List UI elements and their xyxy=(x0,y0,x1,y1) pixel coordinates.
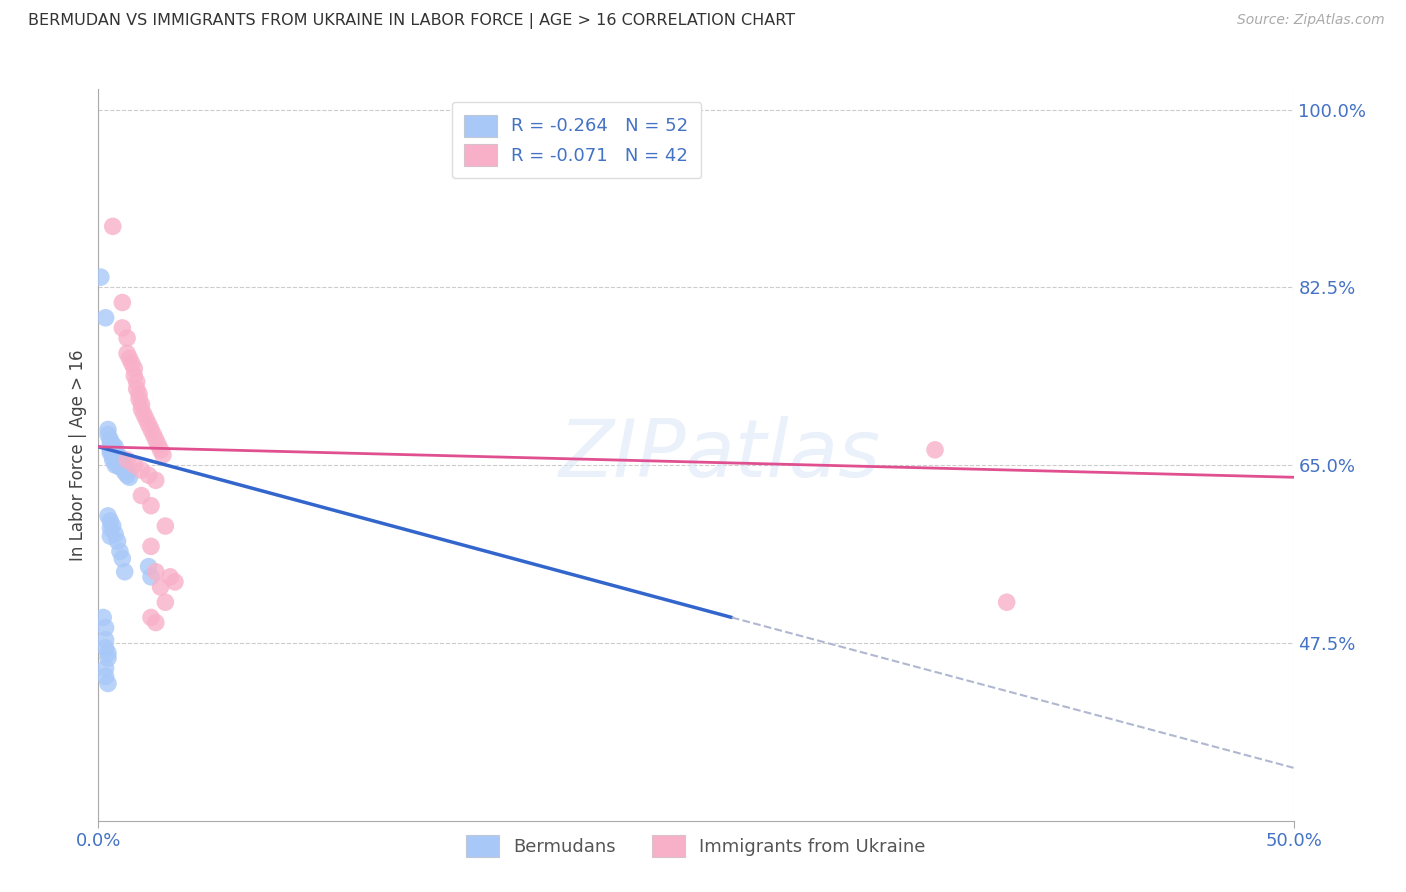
Text: Source: ZipAtlas.com: Source: ZipAtlas.com xyxy=(1237,13,1385,28)
Point xyxy=(104,450,127,464)
Point xyxy=(104,453,127,467)
Legend: Bermudans, Immigrants from Ukraine: Bermudans, Immigrants from Ukraine xyxy=(457,826,935,866)
Point xyxy=(139,570,162,584)
Point xyxy=(145,615,167,630)
Point xyxy=(111,551,134,566)
Point xyxy=(98,442,122,457)
Point xyxy=(149,442,172,457)
Point xyxy=(125,382,148,396)
Point xyxy=(91,610,114,624)
Point xyxy=(118,351,141,366)
Point xyxy=(97,651,120,665)
Point xyxy=(111,321,134,335)
Point xyxy=(101,448,124,462)
Point xyxy=(97,508,120,523)
Point xyxy=(94,310,117,325)
Point xyxy=(139,499,162,513)
Point xyxy=(98,435,122,450)
Point xyxy=(114,460,136,475)
Point xyxy=(139,610,162,624)
Point xyxy=(114,565,136,579)
Point xyxy=(97,646,120,660)
Point xyxy=(145,565,167,579)
Point xyxy=(135,412,157,426)
Point xyxy=(124,458,146,472)
Point xyxy=(104,458,127,472)
Point xyxy=(118,470,141,484)
Point xyxy=(125,375,148,389)
Point xyxy=(149,580,172,594)
Point xyxy=(98,433,122,447)
Point xyxy=(142,427,165,442)
Point xyxy=(101,438,124,452)
Point xyxy=(108,455,131,469)
Point xyxy=(145,433,167,447)
Point xyxy=(101,519,124,533)
Point xyxy=(98,529,122,543)
Point xyxy=(98,521,122,535)
Point xyxy=(94,669,117,683)
Point xyxy=(128,387,150,401)
Point xyxy=(145,473,167,487)
Point xyxy=(138,417,160,432)
Point xyxy=(98,440,122,454)
Point xyxy=(115,468,138,483)
Point xyxy=(101,453,124,467)
Point xyxy=(104,440,127,454)
Point xyxy=(98,446,122,460)
Point xyxy=(114,465,136,479)
Point xyxy=(115,463,138,477)
Point xyxy=(138,468,160,483)
Point xyxy=(124,361,146,376)
Text: ZIPatlas: ZIPatlas xyxy=(558,416,882,494)
Point xyxy=(155,519,177,533)
Y-axis label: In Labor Force | Age > 16: In Labor Force | Age > 16 xyxy=(69,349,87,561)
Point xyxy=(104,527,127,541)
Point xyxy=(101,219,124,234)
Point xyxy=(107,534,129,549)
Point xyxy=(124,368,146,383)
Point xyxy=(108,450,131,464)
Point xyxy=(128,392,150,406)
Point xyxy=(131,397,153,411)
Point xyxy=(163,574,186,589)
Point xyxy=(107,453,129,467)
Point xyxy=(995,595,1018,609)
Point xyxy=(155,595,177,609)
Text: BERMUDAN VS IMMIGRANTS FROM UKRAINE IN LABOR FORCE | AGE > 16 CORRELATION CHART: BERMUDAN VS IMMIGRANTS FROM UKRAINE IN L… xyxy=(28,13,796,29)
Point xyxy=(98,514,122,528)
Point xyxy=(104,445,127,459)
Point xyxy=(152,448,174,462)
Point xyxy=(97,423,120,437)
Point xyxy=(115,453,138,467)
Point xyxy=(132,407,155,421)
Point xyxy=(924,442,946,457)
Point xyxy=(107,458,129,472)
Point xyxy=(139,539,162,553)
Point xyxy=(111,295,134,310)
Point xyxy=(159,570,181,584)
Point xyxy=(90,270,112,285)
Point xyxy=(148,438,170,452)
Point xyxy=(131,463,153,477)
Point xyxy=(108,460,131,475)
Point xyxy=(121,356,143,371)
Point xyxy=(94,661,117,675)
Point xyxy=(97,676,120,690)
Point xyxy=(139,423,162,437)
Point xyxy=(111,458,134,472)
Point xyxy=(101,442,124,457)
Point xyxy=(111,453,134,467)
Point xyxy=(94,632,117,647)
Point xyxy=(115,331,138,345)
Point xyxy=(131,402,153,417)
Point xyxy=(107,448,129,462)
Point xyxy=(138,559,160,574)
Point xyxy=(94,621,117,635)
Point xyxy=(94,640,117,655)
Point xyxy=(115,346,138,360)
Point xyxy=(131,489,153,503)
Point xyxy=(97,427,120,442)
Point xyxy=(108,544,131,558)
